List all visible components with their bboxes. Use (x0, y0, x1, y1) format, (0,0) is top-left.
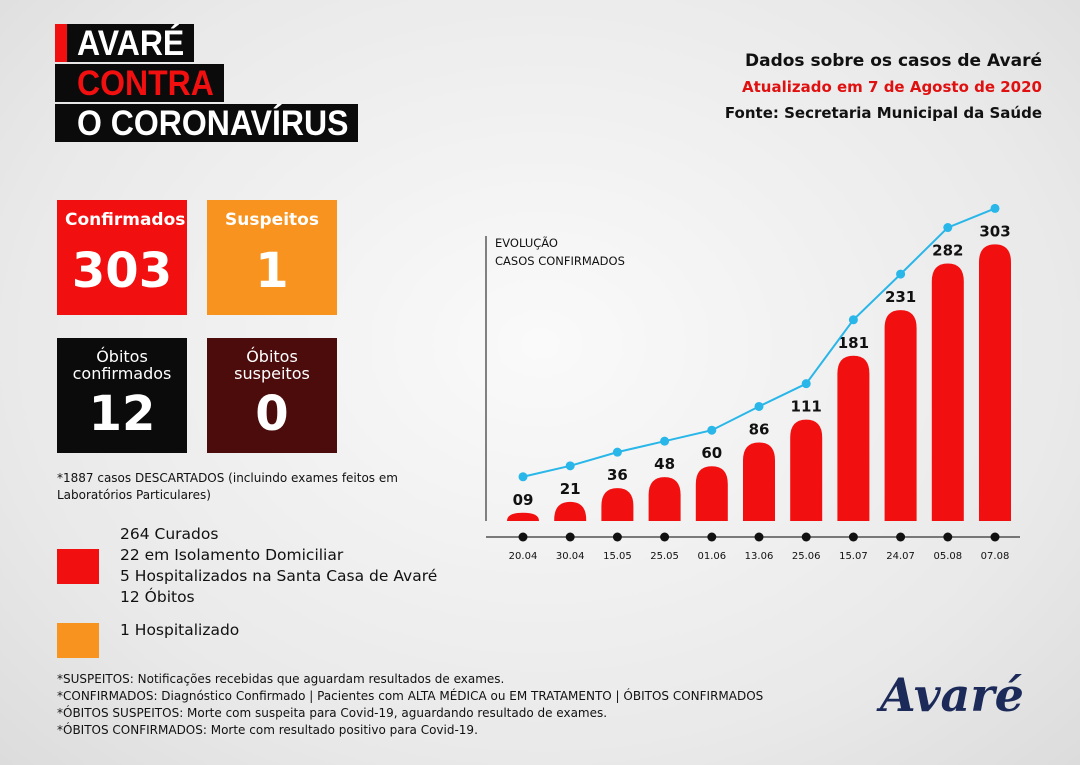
legend-line: 22 em Isolamento Domiciliar (120, 546, 344, 564)
bar (931, 263, 964, 521)
footnote: *ÓBITOS SUSPEITOS: Morte com suspeita pa… (57, 706, 608, 720)
stat-value: 303 (71, 243, 173, 299)
stat-label: Confirmados (65, 210, 186, 230)
discarded-note: *1887 casos DESCARTADOS (incluindo exame… (57, 471, 398, 502)
chart-title: CASOS CONFIRMADOS (495, 254, 625, 268)
data-label: 181 (838, 334, 869, 352)
footnotes: *SUSPEITOS: Notificações recebidas que a… (57, 671, 763, 739)
x-dot (801, 532, 811, 542)
data-label: 48 (654, 455, 675, 473)
data-label: 86 (749, 420, 770, 438)
line-point (612, 447, 622, 457)
footnote: *CONFIRMADOS: Diagnóstico Confirmado | P… (57, 689, 764, 703)
x-tick-label: 24.07 (886, 551, 915, 562)
legend-text: 1 Hospitalizado (120, 620, 239, 641)
stat-box: Óbitos confirmados 12 (57, 338, 187, 453)
line-point (848, 315, 858, 325)
x-dot (660, 532, 670, 542)
chart-title: EVOLUÇÃO (495, 235, 558, 250)
bar (790, 419, 823, 521)
footnote: *SUSPEITOS: Notificações recebidas que a… (57, 672, 505, 686)
stat-label: Óbitos suspeitos (234, 347, 310, 383)
bar (648, 477, 681, 521)
line-point (565, 461, 575, 471)
logo: Avaré (880, 668, 1024, 722)
x-tick-label: 01.06 (697, 551, 726, 562)
x-tick-label: 15.05 (603, 551, 632, 562)
line-point (660, 436, 670, 446)
stat-label: Óbitos confirmados (72, 347, 172, 383)
x-tick-label: 25.06 (792, 551, 821, 562)
title-row: O CORONAVÍRUS (55, 104, 359, 142)
data-label: 303 (979, 222, 1010, 240)
stat-box: Suspeitos 1 (207, 200, 337, 315)
x-tick-label: 13.06 (745, 551, 774, 562)
title-row: CONTRA (55, 64, 224, 102)
data-label: 231 (885, 288, 916, 306)
x-dot (565, 532, 575, 542)
x-tick-label: 15.07 (839, 551, 868, 562)
x-tick-label: 05.08 (933, 551, 962, 562)
info-line: Fonte: Secretaria Municipal da Saúde (724, 104, 1042, 122)
line-point (990, 203, 1000, 213)
bar (979, 244, 1011, 521)
line-point (943, 223, 953, 233)
stat-value: 1 (255, 243, 289, 299)
legend-line: 5 Hospitalizados na Santa Casa de Avaré (120, 567, 438, 585)
stat-label: Suspeitos (225, 210, 319, 230)
x-tick-label: 30.04 (556, 551, 585, 562)
legend-line: 264 Curados (120, 525, 219, 543)
x-tick-label: 07.08 (981, 551, 1010, 562)
line-point (518, 472, 528, 482)
bar (507, 512, 539, 521)
bar (601, 488, 634, 521)
legend-text: 264 Curados 22 em Isolamento Domiciliar 5 … (120, 524, 437, 608)
bar (837, 355, 870, 521)
legend-line: 1 Hospitalizado (120, 621, 240, 639)
info-line: Atualizado em 7 de Agosto de 2020 (742, 78, 1042, 96)
bar (743, 442, 775, 521)
x-tick-label: 25.05 (650, 551, 679, 562)
x-dot (896, 532, 906, 542)
data-label: 60 (701, 444, 722, 462)
title-line: O CORONAVÍRUS (67, 104, 359, 142)
title-block: AVARÉ CONTRA O CORONAVÍRUS (55, 24, 359, 144)
x-dot (990, 532, 1000, 542)
data-label: 09 (513, 491, 534, 509)
x-tick-label: 20.04 (509, 551, 538, 562)
x-dot (943, 532, 953, 542)
info-line: Dados sobre os casos de Avaré (744, 51, 1042, 71)
legend-swatch (57, 549, 99, 584)
stat-box: Óbitos suspeitos 0 (207, 338, 337, 453)
x-dot (707, 532, 717, 542)
stat-box: Confirmados 303 (57, 200, 187, 315)
line-point (707, 425, 717, 435)
title-row: AVARÉ (55, 24, 195, 62)
data-label: 36 (607, 466, 628, 484)
stat-value: 12 (88, 386, 156, 442)
data-label: 282 (932, 242, 963, 260)
line-point (754, 401, 764, 411)
legend-line: 12 Óbitos (120, 588, 195, 606)
x-dot (518, 532, 528, 542)
bar (554, 501, 587, 521)
data-label: 111 (791, 398, 822, 416)
line-point (801, 379, 811, 389)
footnote: *ÓBITOS CONFIRMADOS: Morte com resultado… (57, 723, 478, 737)
bar (884, 310, 917, 521)
bar (695, 466, 728, 521)
x-dot (754, 532, 764, 542)
x-dot (612, 532, 622, 542)
x-dot (848, 532, 858, 542)
info-block: Dados sobre os casos de Avaré Atualizado … (725, 48, 1042, 126)
data-label: 21 (560, 480, 581, 498)
title-line: AVARÉ (67, 24, 195, 62)
stat-value: 0 (255, 386, 289, 442)
legend-swatch (57, 623, 99, 658)
title-line: CONTRA (67, 64, 224, 102)
line-point (896, 269, 906, 279)
